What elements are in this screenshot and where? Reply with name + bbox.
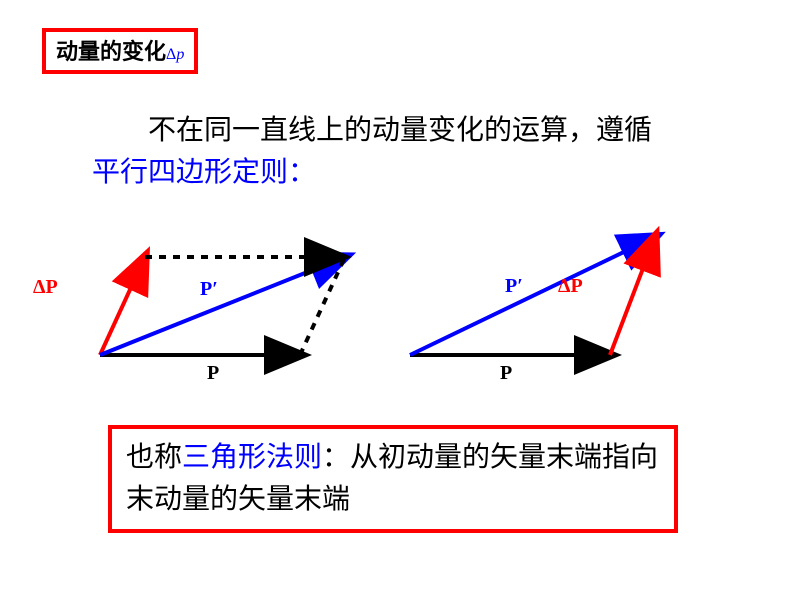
title-box: 动量的变化Δp (42, 28, 198, 74)
d2-pprime-label: P′ (505, 275, 523, 298)
bottom-highlight: 三角形法则 (182, 442, 322, 473)
title-var: p (176, 46, 184, 63)
title-delta: Δ (166, 46, 176, 63)
vector-diagrams (40, 225, 760, 405)
d2-deltap-label: ΔP (558, 275, 583, 298)
main-part2: ： (288, 157, 316, 188)
main-highlight: 平行四边形定则 (92, 157, 288, 188)
d1-deltap-label: ΔP (33, 276, 58, 299)
d1-pprime-label: P′ (200, 278, 218, 301)
main-part1: 不在同一直线上的动量变化的运算，遵循 (148, 115, 652, 146)
bottom-paragraph: 也称三角形法则：从初动量的矢量末端指向末动量的矢量末端 (126, 437, 660, 521)
bottom-box: 也称三角形法则：从初动量的矢量末端指向末动量的矢量末端 (108, 425, 678, 533)
d2-p-label: P (500, 362, 512, 385)
bottom-part1: 也称 (126, 442, 182, 473)
title-prefix: 动量的变化 (56, 39, 166, 64)
main-paragraph: 不在同一直线上的动量变化的运算，遵循平行四边形定则： (92, 110, 672, 194)
d1-p-label: P (207, 362, 219, 385)
diagram-area (40, 225, 760, 405)
